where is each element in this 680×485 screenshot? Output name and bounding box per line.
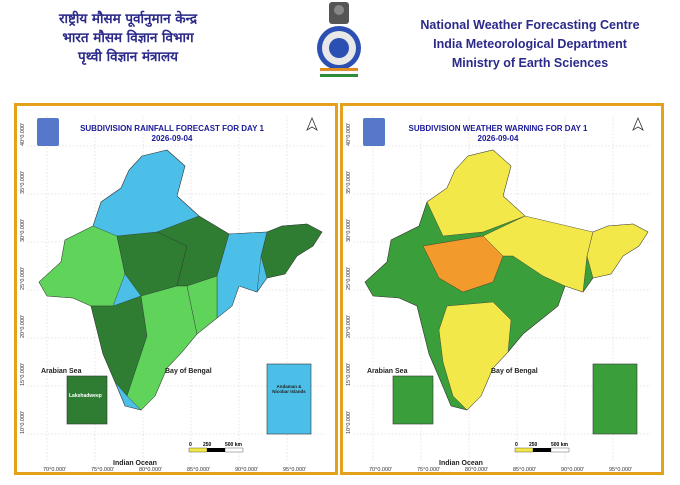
y-tick: 20°0.000' [20,314,26,338]
region-odisha [186,275,218,335]
y-tick: 35°0.000' [346,170,352,194]
rainfall-map [27,116,325,462]
x-tick: 90°0.000' [561,467,585,473]
scale-tick-0: 0 [189,442,192,448]
indian-ocean-label: Indian Ocean [439,460,483,467]
y-tick: 10°0.000' [346,410,352,434]
andaman-label: Andaman & Nicobar Islands [272,384,306,394]
header-english: National Weather Forecasting Centre Indi… [400,16,660,73]
y-tick: 15°0.000' [346,362,352,386]
hindi-line-2: भारत मौसम विज्ञान विभाग [62,30,194,46]
y-tick: 30°0.000' [20,218,26,242]
region-north [426,149,526,237]
scale-tick-1: 250 [203,442,212,448]
region-west [38,225,126,307]
national-emblem-icon [317,2,361,77]
lakshadweep-box [66,375,108,425]
x-tick: 80°0.000' [465,467,489,473]
region-north-east [586,223,649,279]
warning-map [353,116,651,462]
header-hindi: राष्ट्रीय मौसम पूर्वानुमान केन्द्र भारत … [18,10,238,67]
indian-ocean-label: Indian Ocean [113,460,157,467]
region-south-east [126,285,198,411]
y-tick: 35°0.000' [20,170,26,194]
panel-title: SUBDIVISION WEATHER WARNING FOR DAY 1 [408,124,588,133]
scale-tick-0: 0 [515,442,518,448]
english-line-1: National Weather Forecasting Centre [420,18,640,32]
panel-title: SUBDIVISION RAINFALL FORECAST FOR DAY 1 [80,124,264,133]
bay-of-bengal-label: Bay of Bengal [165,368,212,375]
arabian-sea-label: Arabian Sea [41,368,82,375]
lakshadweep-label: Lakshadweep [69,393,102,399]
x-tick: 75°0.000' [417,467,441,473]
hindi-line-1: राष्ट्रीय मौसम पूर्वानुमान केन्द्र [58,11,198,27]
lakshadweep-box [392,375,434,425]
andaman-box [266,363,312,435]
y-tick: 25°0.000' [20,266,26,290]
scale-tick-1: 250 [529,442,538,448]
x-tick: 95°0.000' [609,467,633,473]
y-tick: 25°0.000' [346,266,352,290]
y-tick: 30°0.000' [346,218,352,242]
andaman-box [592,363,638,435]
y-tick: 15°0.000' [20,362,26,386]
y-tick: 20°0.000' [346,314,352,338]
bay-of-bengal-label: Bay of Bengal [491,368,538,375]
panel-date: 2026-09-04 [151,134,193,143]
arabian-sea-label: Arabian Sea [367,368,408,375]
english-line-2: India Meteorological Department [433,37,627,51]
y-tick: 40°0.000' [346,122,352,146]
rainfall-forecast-panel: SUBDIVISION RAINFALL FORECAST FOR DAY 1 … [14,103,338,475]
panel-date: 2026-09-04 [477,134,519,143]
x-tick: 80°0.000' [139,467,163,473]
x-tick: 95°0.000' [283,467,307,473]
english-line-3: Ministry of Earth Sciences [451,56,609,70]
x-tick: 70°0.000' [369,467,393,473]
x-tick: 85°0.000' [187,467,211,473]
x-tick: 70°0.000' [43,467,67,473]
scale-tick-2: 500 km [225,442,242,448]
region-south [438,301,512,411]
y-tick: 40°0.000' [20,122,26,146]
region-north-east [260,223,323,279]
weather-warning-panel: SUBDIVISION WEATHER WARNING FOR DAY 1 20… [340,103,664,475]
x-tick: 85°0.000' [513,467,537,473]
y-tick: 10°0.000' [20,410,26,434]
hindi-line-3: पृथ्वी विज्ञान मंत्रालय [78,49,178,65]
x-tick: 75°0.000' [91,467,115,473]
scale-tick-2: 500 km [551,442,568,448]
x-tick: 90°0.000' [235,467,259,473]
